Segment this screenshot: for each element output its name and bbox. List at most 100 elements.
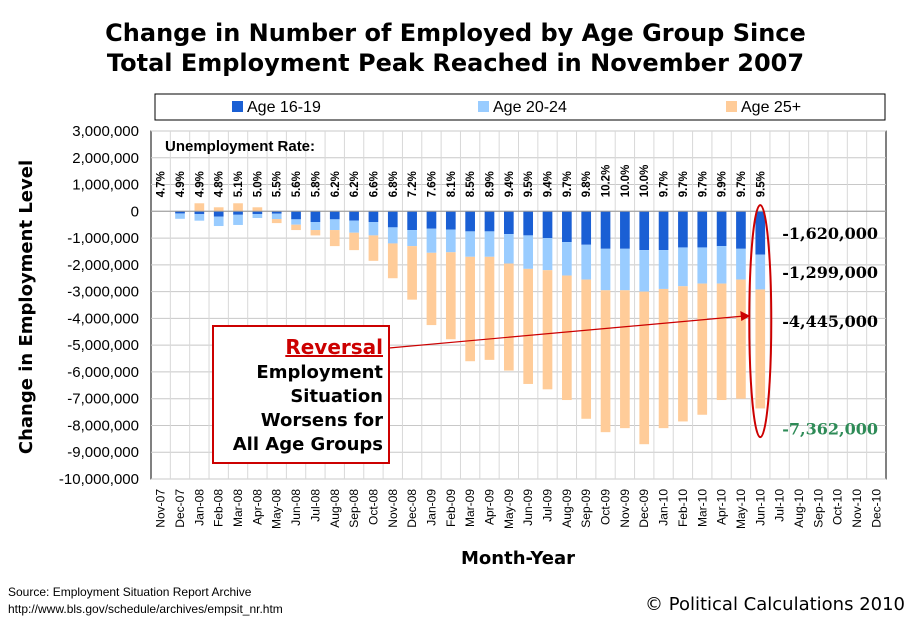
unemployment-rate: 6.2% [349, 171, 361, 197]
x-tick-label: Dec-10 [869, 489, 883, 528]
bar-segment-age-25- [233, 203, 243, 212]
bar-segment-age-16-19 [503, 211, 514, 235]
unemployment-rate: 5.8% [310, 171, 322, 197]
bar-segment-age-25- [349, 232, 359, 251]
bar-segment-age-25- [426, 252, 437, 326]
y-tick-label: 1,000,000 [72, 177, 139, 194]
plot-area: 3,000,000 2,000,000 1,000,000 0 -1,000,000 -2… [59, 123, 887, 529]
unemployment-rate: 10.0% [639, 165, 651, 198]
legend-swatch [232, 101, 243, 112]
bar-segment-age-16-19 [716, 211, 727, 247]
unemployment-rate-label: Unemployment Rate: [165, 138, 315, 155]
bar-segment-age-20-24 [581, 244, 592, 280]
unemployment-rate: 6.6% [368, 171, 380, 197]
annotation-arrow [388, 315, 745, 349]
bar-segment-age-16-19 [581, 211, 592, 245]
unemployment-rate: 9.5% [523, 171, 535, 197]
bar-segment-age-16-19 [736, 211, 746, 249]
bar-segment-age-20-24 [542, 238, 553, 271]
x-tick-label: Apr-09 [482, 489, 496, 525]
bar-segment-age-20-24 [213, 216, 224, 227]
bar-segment-age-16-19 [445, 211, 456, 230]
bar-segment-age-20-24 [310, 222, 321, 231]
unemployment-rate: 9.7% [678, 171, 690, 197]
bar-segment-age-20-24 [445, 229, 456, 253]
unemployment-rate: 10.2% [601, 165, 613, 198]
bar-segment-age-25- [697, 283, 708, 415]
bar-segment-age-16-19 [194, 211, 205, 214]
x-tick-label: May-08 [270, 489, 284, 529]
bar-segment-age-25- [484, 256, 495, 360]
value-label: -7,362,000 [782, 419, 878, 438]
x-tick-label: Oct-08 [366, 489, 380, 525]
copyright: © Political Calculations 2010 [645, 594, 905, 615]
bar-segment-age-16-19 [387, 211, 398, 228]
bar-segment-age-25- [523, 268, 534, 384]
bar-segment-age-20-24 [562, 242, 572, 276]
bar-segment-age-16-19 [697, 211, 708, 248]
bar-segment-age-20-24 [620, 248, 630, 291]
x-tick-label: May-09 [502, 489, 516, 529]
annotation-arrowhead [740, 311, 751, 321]
bar-segment-age-16-19 [368, 211, 379, 223]
x-axis-label: Month-Year [461, 548, 575, 569]
bar-segment-age-25- [329, 230, 340, 247]
x-tick-label: Sep-10 [811, 489, 825, 528]
x-tick-label: Nov-09 [618, 489, 632, 528]
bar-segment-age-25- [213, 207, 224, 212]
bar-segment-age-16-19 [426, 211, 437, 229]
x-tick-label: Mar-09 [463, 489, 477, 527]
highlight-ellipse [748, 204, 773, 439]
bar-segment-age-25- [503, 263, 514, 371]
bar-segment-age-25- [310, 230, 321, 236]
bar-segment-age-25- [407, 246, 417, 300]
chart-title-line1: Change in Number of Employed by Age Grou… [105, 19, 806, 47]
bar-segment-age-25- [620, 290, 630, 429]
unemployment-rate: 7.6% [426, 171, 438, 197]
x-tick-label: Dec-07 [173, 489, 187, 528]
x-tick-label: Jan-09 [424, 489, 438, 526]
bar-segment-age-25- [387, 243, 398, 279]
x-tick-label: Mar-10 [695, 489, 709, 527]
unemployment-rate: 9.7% [562, 171, 574, 197]
x-tick-label: Nov-10 [850, 489, 864, 528]
bar-segment-age-16-19 [620, 211, 630, 249]
bar-segment-age-16-19 [291, 211, 301, 220]
y-tick-label: -3,000,000 [67, 284, 139, 301]
unemployment-rate: 9.8% [581, 171, 593, 197]
chart-title: Change in Number of Employed by Age Grou… [0, 18, 911, 78]
x-tick-label: Jan-08 [192, 489, 206, 526]
bar-segment-age-16-19 [233, 211, 243, 215]
unemployment-rate: 7.2% [407, 171, 419, 197]
unemployment-rate: 9.7% [697, 171, 709, 197]
bar-segment-age-20-24 [426, 228, 437, 253]
y-tick-label: -1,000,000 [67, 230, 139, 247]
bar-segment-age-25- [736, 279, 746, 399]
annotation-line: All Age Groups [233, 434, 383, 455]
x-tick-label: Feb-09 [444, 489, 458, 527]
legend-label: Age 25+ [741, 99, 801, 116]
x-tick-label: Jul-10 [773, 489, 787, 522]
chart-title-line2: Total Employment Peak Reached in Novembe… [106, 49, 805, 77]
unemployment-rate: 4.9% [175, 171, 187, 197]
bar-segment-age-16-19 [329, 211, 340, 220]
source-url[interactable]: http://www.bls.gov/schedule/archives/emp… [8, 602, 283, 616]
y-tick-label: -7,000,000 [67, 391, 139, 408]
unemployment-rate: 4.9% [194, 171, 206, 197]
unemployment-rate: 6.2% [330, 171, 342, 197]
y-tick-label: 0 [131, 203, 139, 220]
x-tick-label: Aug-08 [328, 489, 342, 528]
y-tick-label: 3,000,000 [72, 123, 139, 140]
unemployment-rate: 8.5% [465, 171, 477, 197]
unemployment-rate: 10.0% [620, 165, 632, 198]
x-tick-label: Mar-08 [231, 489, 245, 527]
bar-segment-age-20-24 [329, 219, 340, 231]
annotation-line: Situation [290, 386, 383, 407]
y-tick-label: -5,000,000 [67, 337, 139, 354]
bar-segment-age-16-19 [600, 211, 611, 249]
x-tick-label: Dec-09 [637, 489, 651, 528]
x-tick-label: Jun-08 [289, 489, 303, 526]
unemployment-rate: 9.4% [543, 171, 555, 197]
x-tick-label: Jul-08 [308, 489, 322, 522]
bar-segment-age-20-24 [291, 219, 301, 225]
